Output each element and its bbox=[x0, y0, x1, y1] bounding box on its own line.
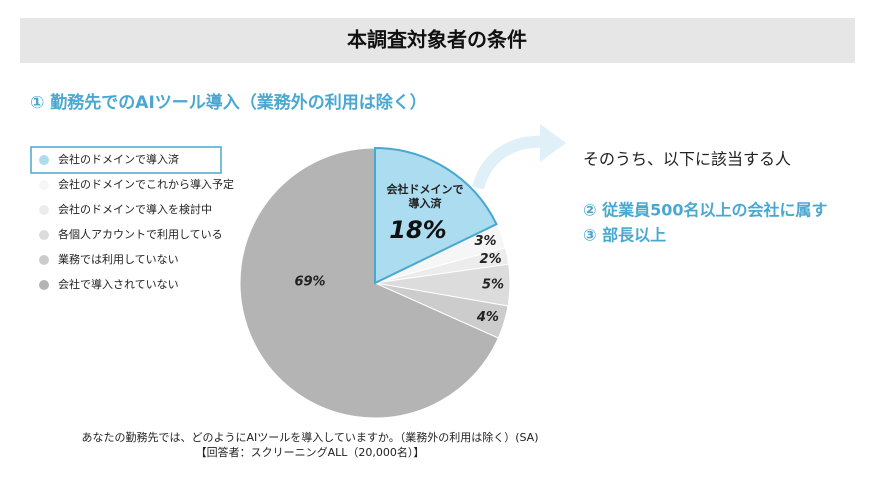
arrow-head bbox=[540, 124, 566, 162]
value-label: 69% bbox=[294, 275, 325, 290]
footnote: 【回答者：スクリーニングALL（20,000名）】 bbox=[196, 445, 425, 459]
title-bar bbox=[20, 18, 855, 63]
legend-dot bbox=[39, 205, 49, 215]
legend-dot bbox=[39, 180, 49, 190]
footnote: あなたの勤務先では、どのようにAIツールを導入していますか。（業務外の利用は除く… bbox=[81, 430, 538, 444]
pie-slice bbox=[374, 146, 498, 285]
pie-slice bbox=[239, 147, 499, 419]
slice-annotation: 導入済 bbox=[409, 196, 443, 210]
subtitle: ① 勤務先でのAIツール導入（業務外の利用は除く） bbox=[30, 92, 427, 113]
legend-dot bbox=[39, 155, 49, 165]
legend-label: 会社のドメインでこれから導入予定 bbox=[58, 177, 234, 191]
legend-label: 会社で導入されていない bbox=[58, 277, 179, 291]
legend-dot bbox=[39, 280, 49, 290]
legend-label: 各個人アカウントで利用している bbox=[58, 227, 223, 241]
legend-dot bbox=[39, 230, 49, 240]
legend-dot bbox=[39, 255, 49, 265]
arrow bbox=[472, 135, 546, 190]
legend-label: 業務では利用していない bbox=[58, 252, 179, 266]
value-label: 3% bbox=[474, 234, 496, 249]
conditions-intro: そのうち、以下に該当する人 bbox=[583, 150, 791, 169]
legend-highlight bbox=[30, 146, 222, 174]
slide-title: 本調査対象者の条件 bbox=[347, 28, 527, 52]
legend-label: 会社のドメインで導入を検討中 bbox=[58, 202, 212, 216]
slice-annotation: 会社ドメインで bbox=[387, 182, 464, 196]
legend-label: 会社のドメインで導入済 bbox=[58, 152, 179, 166]
value-label: 5% bbox=[482, 277, 504, 292]
condition: ② 従業員500名以上の会社に属す bbox=[583, 201, 828, 220]
value-label: 18% bbox=[389, 216, 446, 244]
value-label: 4% bbox=[476, 310, 499, 325]
condition: ③ 部長以上 bbox=[583, 226, 666, 245]
value-label: 2% bbox=[480, 252, 502, 267]
